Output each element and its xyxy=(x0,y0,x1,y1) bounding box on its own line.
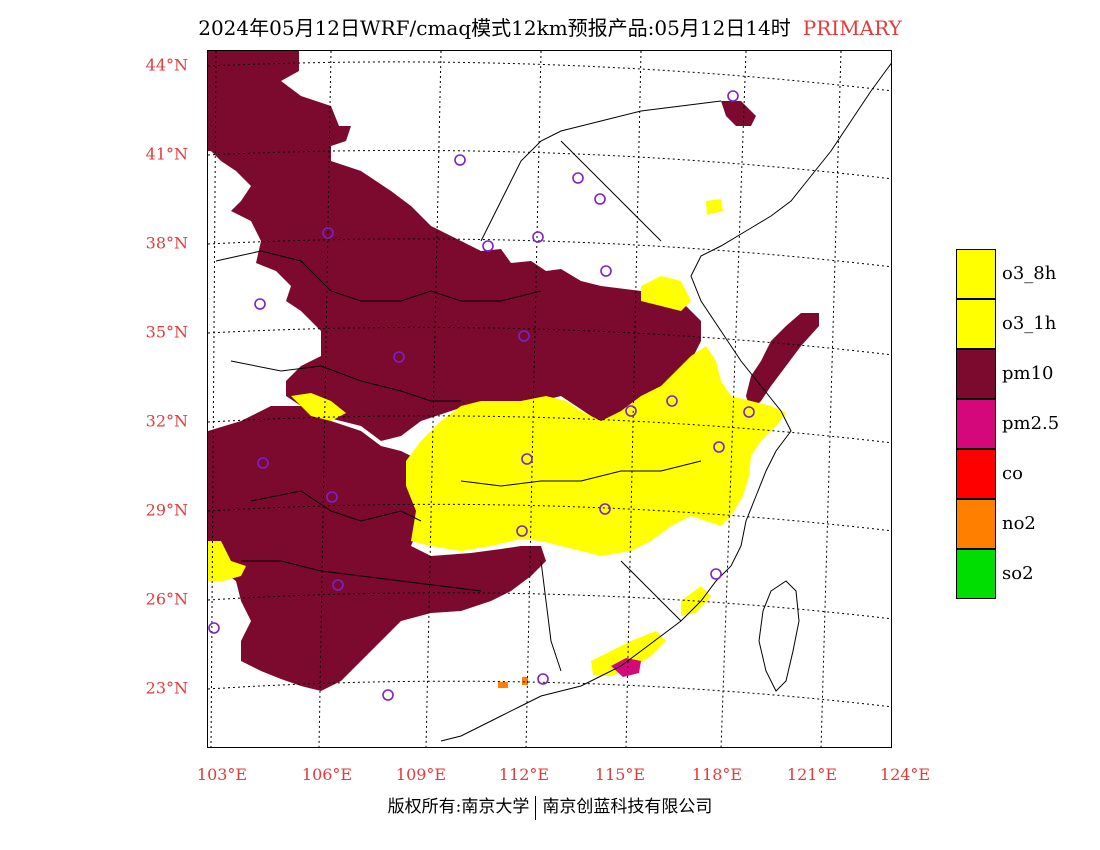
pm10-region-north xyxy=(208,51,701,441)
station-marker xyxy=(482,240,494,252)
lon-label-121: 121°E xyxy=(786,765,838,784)
legend-swatch xyxy=(956,399,996,449)
lat-label-38: 38°N xyxy=(145,233,188,253)
legend-item-o3-1h: o3_1h xyxy=(956,299,1096,349)
o3-region xyxy=(406,346,786,556)
footer-separator xyxy=(535,795,537,820)
station-marker xyxy=(537,673,549,685)
pollutant-map xyxy=(208,51,891,747)
pm10-region-east xyxy=(746,313,819,411)
copyright-right: 南京创蓝科技有限公司 xyxy=(542,797,713,817)
lat-label-26: 26°N xyxy=(145,589,188,609)
legend-label: co xyxy=(1002,463,1023,484)
lon-label-109: 109°E xyxy=(395,765,447,784)
o3-patch-southeast xyxy=(681,586,711,616)
legend-label: so2 xyxy=(1002,563,1034,584)
o3-patch-southwest xyxy=(208,541,246,581)
legend-label: pm10 xyxy=(1002,363,1054,384)
no2-patch-a xyxy=(498,682,508,688)
title-main: 2024年05月12日WRF/cmaq模式12km预报产品:05月12日14时 xyxy=(198,16,791,40)
no2-patch-b xyxy=(522,677,528,685)
o3-patch-west xyxy=(291,393,346,421)
station-marker xyxy=(572,172,584,184)
station-marker xyxy=(382,689,394,701)
legend-label: pm2.5 xyxy=(1002,413,1060,434)
boundaries xyxy=(215,62,891,742)
station-marker xyxy=(743,406,755,418)
o3-patch-northeast xyxy=(706,199,723,215)
lon-label-115: 115°E xyxy=(594,765,646,784)
pm25-patch xyxy=(611,658,641,677)
title-tag: PRIMARY xyxy=(802,16,902,40)
copyright-footer: 版权所有:南京大学 南京创蓝科技有限公司 xyxy=(0,792,1100,820)
lat-label-32: 32°N xyxy=(145,411,188,431)
map-title: 2024年05月12日WRF/cmaq模式12km预报产品:05月12日14时 P… xyxy=(0,12,1100,41)
legend-item-pm10: pm10 xyxy=(956,349,1096,399)
lon-label-112: 112°E xyxy=(498,765,550,784)
legend-swatch xyxy=(956,549,996,599)
station-marker xyxy=(516,525,528,537)
station-marker xyxy=(393,351,405,363)
legend-item-pm25: pm2.5 xyxy=(956,399,1096,449)
legend-label: o3_8h xyxy=(1002,263,1057,284)
map-frame xyxy=(207,50,892,748)
lat-label-35: 35°N xyxy=(145,322,188,342)
station-marker xyxy=(332,579,344,591)
station-marker xyxy=(532,231,544,243)
station-marker xyxy=(713,441,725,453)
lon-label-124: 124°E xyxy=(879,765,931,784)
lat-label-23: 23°N xyxy=(145,678,188,698)
lat-label-44: 44°N xyxy=(145,55,188,75)
station-marker xyxy=(322,227,334,239)
lat-label-41: 41°N xyxy=(145,144,188,164)
station-marker xyxy=(599,503,611,515)
lon-label-106: 106°E xyxy=(301,765,353,784)
station-marker xyxy=(600,265,612,277)
legend-item-o3-8h: o3_8h xyxy=(956,249,1096,299)
legend-swatch xyxy=(956,299,996,349)
legend-swatch xyxy=(956,349,996,399)
station-marker xyxy=(625,405,637,417)
station-marker xyxy=(521,453,533,465)
legend-swatch xyxy=(956,499,996,549)
pm10-region-southwest xyxy=(208,406,546,691)
legend-item-no2: no2 xyxy=(956,499,1096,549)
station-marker xyxy=(208,622,220,634)
o3-patch-south xyxy=(591,631,666,676)
station-markers xyxy=(208,90,755,701)
station-marker xyxy=(454,154,466,166)
legend-label: no2 xyxy=(1002,513,1036,534)
lon-label-118: 118°E xyxy=(691,765,743,784)
legend: o3_8h o3_1h pm10 pm2.5 co no2 so2 xyxy=(956,249,1096,599)
lat-label-29: 29°N xyxy=(145,500,188,520)
lon-label-103: 103°E xyxy=(196,765,248,784)
station-marker xyxy=(727,90,739,102)
station-marker xyxy=(666,395,678,407)
legend-swatch xyxy=(956,449,996,499)
legend-item-so2: so2 xyxy=(956,549,1096,599)
station-marker xyxy=(326,491,338,503)
legend-swatch xyxy=(956,249,996,299)
station-marker xyxy=(254,298,266,310)
legend-item-co: co xyxy=(956,449,1096,499)
copyright-left: 版权所有:南京大学 xyxy=(387,797,530,817)
legend-label: o3_1h xyxy=(1002,313,1057,334)
pm10-region-northeast-patch xyxy=(721,101,756,126)
station-marker xyxy=(710,568,722,580)
station-marker xyxy=(594,193,606,205)
station-marker xyxy=(257,457,269,469)
o3-patch-north xyxy=(641,276,691,311)
station-marker xyxy=(518,330,530,342)
